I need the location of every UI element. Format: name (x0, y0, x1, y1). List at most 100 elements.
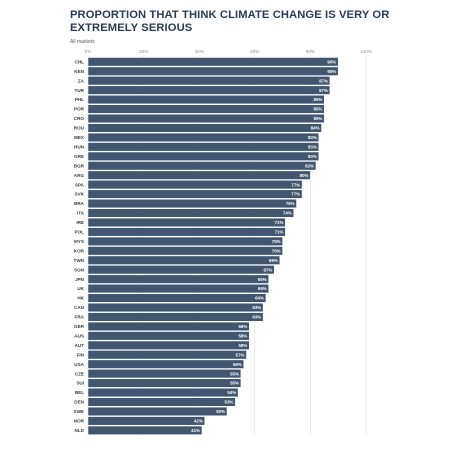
bar (87, 85, 331, 95)
value-label: 83% (308, 144, 317, 149)
value-label: 71% (275, 220, 284, 225)
bar (87, 302, 264, 313)
value-label: 74% (283, 211, 292, 216)
bar (87, 321, 250, 331)
bar (87, 104, 325, 114)
category-label: TUR (75, 88, 85, 93)
category-label: SUI (76, 381, 84, 386)
value-label: 63% (252, 305, 261, 310)
value-label: 56% (233, 362, 242, 367)
category-label: GER (74, 324, 85, 329)
category-label: BEL (75, 390, 84, 395)
category-label: POR (74, 107, 85, 112)
bar (87, 246, 283, 256)
category-label: KOR (74, 248, 85, 253)
value-label: 65% (258, 277, 267, 282)
bar (87, 161, 317, 171)
category-label: ARG (74, 173, 85, 178)
category-label: HUN (74, 144, 85, 149)
bar (87, 378, 242, 388)
category-label: USA (74, 362, 84, 367)
value-label: 42% (194, 419, 203, 424)
category-label: PHL (75, 97, 84, 102)
bar (87, 284, 269, 294)
value-label: 65% (258, 286, 267, 291)
x-tick-label: 40% (195, 49, 204, 54)
value-label: 55% (230, 371, 239, 376)
value-label: 83% (308, 135, 317, 140)
value-label: 70% (272, 248, 281, 253)
category-label: DEN (74, 400, 84, 405)
bar (87, 265, 275, 275)
value-label: 90% (327, 69, 336, 74)
value-label: 87% (319, 88, 328, 93)
category-label: JPN (75, 277, 85, 282)
category-label: CAN (74, 305, 85, 310)
bar (87, 236, 283, 246)
value-label: 64% (255, 296, 264, 301)
value-label: 55% (230, 381, 239, 386)
category-label: ROU (74, 126, 85, 131)
bar (87, 142, 319, 152)
x-tick-label: 0% (85, 49, 92, 54)
category-label: GRE (74, 154, 84, 159)
value-label: 75% (286, 201, 295, 206)
value-label: 71% (275, 230, 284, 235)
value-label: 58% (238, 333, 247, 338)
bar (87, 208, 294, 218)
value-label: 70% (272, 239, 281, 244)
value-label: 85% (314, 97, 323, 102)
bar (87, 151, 319, 161)
value-label: 83% (308, 154, 317, 159)
bar (87, 170, 311, 180)
bar (87, 180, 303, 190)
category-label: HK (77, 296, 84, 301)
category-label: AUT (75, 343, 85, 348)
category-label: UK (77, 286, 84, 291)
bar (87, 123, 322, 133)
value-label: 53% (225, 400, 234, 405)
value-label: 58% (238, 343, 247, 348)
bar (87, 350, 247, 360)
value-label: 85% (314, 107, 323, 112)
category-label: TWN (74, 258, 85, 263)
bar (87, 132, 319, 142)
bar (87, 340, 250, 350)
bar (87, 57, 339, 67)
category-label: BGR (74, 163, 85, 168)
value-label: 77% (291, 192, 300, 197)
bar (87, 113, 325, 124)
x-tick-label: 60% (250, 49, 259, 54)
category-label: MYS (74, 239, 84, 244)
category-label: KEN (74, 69, 84, 74)
value-label: 54% (227, 390, 236, 395)
bar (87, 397, 236, 407)
bar (87, 369, 242, 379)
bar (87, 66, 339, 76)
bar (87, 331, 250, 341)
category-label: SPA (75, 182, 85, 187)
x-tick-label: 100% (360, 49, 372, 54)
value-label: 85% (314, 116, 323, 121)
category-label: IRE (76, 220, 84, 225)
value-label: 41% (191, 428, 200, 433)
bar (87, 199, 297, 209)
x-tick-label: 20% (139, 49, 148, 54)
x-tick-label: 80% (306, 49, 315, 54)
bar (87, 312, 264, 322)
value-label: 82% (305, 163, 314, 168)
bar (87, 293, 267, 303)
category-label: CRO (74, 116, 85, 121)
category-label: POL (75, 230, 85, 235)
category-label: CHL (75, 59, 85, 64)
bar (87, 217, 286, 227)
category-label: NOR (74, 419, 85, 424)
value-label: 57% (236, 352, 245, 357)
value-label: 84% (311, 126, 320, 131)
category-label: NLD (75, 428, 85, 433)
chart-subtitle: All markets (70, 39, 95, 45)
value-label: 58% (238, 324, 247, 329)
bar (87, 227, 286, 237)
category-label: SVK (75, 192, 85, 197)
